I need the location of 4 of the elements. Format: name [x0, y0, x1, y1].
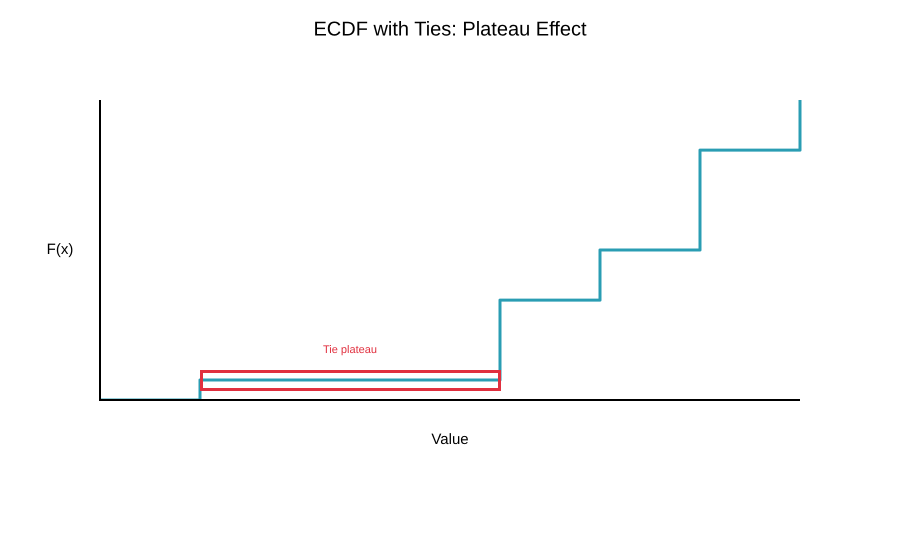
x-axis-title: Value — [431, 431, 469, 448]
y-axis-title: F(x) — [46, 241, 74, 258]
chart-title: ECDF with Ties: Plateau Effect — [313, 18, 587, 41]
annotation: Tie plateau — [322, 344, 378, 356]
